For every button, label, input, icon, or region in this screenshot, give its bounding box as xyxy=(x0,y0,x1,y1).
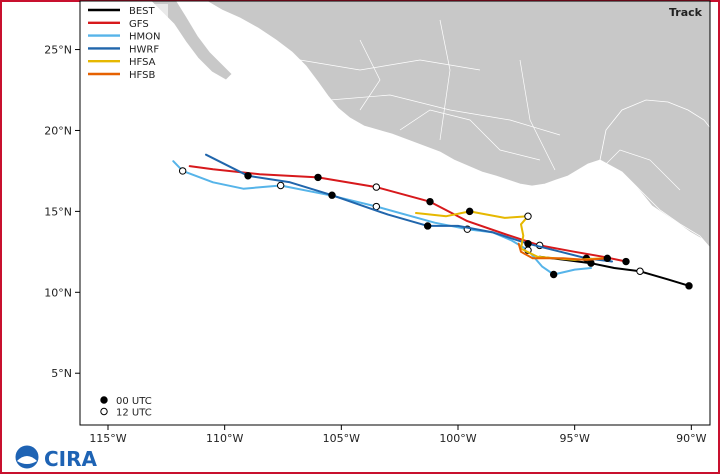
track-line-hfsb xyxy=(517,242,609,261)
lon-tick-label: 110°W xyxy=(206,432,243,445)
lon-tick-label: 95°W xyxy=(559,432,589,445)
track-hfsb xyxy=(517,242,612,263)
panel-title: Track xyxy=(669,6,703,19)
state-borders xyxy=(299,19,681,191)
cira-logo: CIRA xyxy=(14,444,98,471)
track-marker-00utc xyxy=(603,254,612,263)
axes-layer: 115°W 110°W 105°W 100°W 95°W 90°W 25°N 20°N 15°N… xyxy=(44,44,706,445)
tracks-layer xyxy=(172,153,693,290)
land-mexico xyxy=(205,1,710,249)
track-marker-00utc xyxy=(465,207,474,216)
legend-label-hmon: HMON xyxy=(129,32,161,43)
lat-tick-label: 10°N xyxy=(44,286,72,299)
track-marker-12utc xyxy=(524,212,532,220)
lat-tick-label: 25°N xyxy=(44,44,72,57)
legend-label-hwrf: HWRF xyxy=(129,44,159,55)
lon-tick-label: 90°W xyxy=(676,432,706,445)
lat-tick-label: 5°N xyxy=(51,367,72,380)
lon-tick-label: 115°W xyxy=(89,432,126,445)
map-layer xyxy=(150,1,710,249)
lat-tick-label: 20°N xyxy=(44,124,72,137)
logo-text: CIRA xyxy=(44,447,98,471)
track-line-hwrf xyxy=(205,153,613,263)
marker-legend-label-00utc: 00 UTC xyxy=(116,396,152,407)
marker-legend-symbol-00utc xyxy=(100,396,108,404)
lat-tick-label: 15°N xyxy=(44,205,72,218)
track-marker-00utc xyxy=(423,222,432,230)
track-marker-00utc xyxy=(524,240,532,248)
track-marker-00utc xyxy=(426,197,434,206)
legend-label-gfs: GFS xyxy=(129,19,149,30)
track-marker-00utc xyxy=(622,257,630,266)
lon-tick-label: 105°W xyxy=(323,432,360,445)
plot-border xyxy=(79,0,711,426)
legend-label-best: BEST xyxy=(129,6,156,17)
track-marker-00utc xyxy=(328,191,336,199)
track-marker-12utc xyxy=(636,267,644,275)
legend-label-hfsb: HFSB xyxy=(129,70,155,81)
marker-legend-label-12utc: 12 UTC xyxy=(116,408,152,419)
track-gfs xyxy=(188,165,630,266)
lon-tick-label: 100°W xyxy=(439,432,476,445)
track-hwrf xyxy=(205,153,613,263)
track-marker-12utc xyxy=(372,183,381,191)
track-marker-12utc xyxy=(178,167,187,175)
land-baja xyxy=(150,1,233,81)
track-marker-00utc xyxy=(685,282,693,290)
land-yucatan xyxy=(599,99,710,249)
track-line-gfs xyxy=(188,165,627,263)
legend-label-hfsa: HFSA xyxy=(129,57,156,68)
track-marker-00utc xyxy=(314,173,322,182)
track-marker-12utc xyxy=(276,181,285,190)
track-marker-00utc xyxy=(549,270,558,279)
legend-box xyxy=(84,4,168,84)
noaa-seal-wave xyxy=(17,456,37,464)
marker-legend-symbol-12utc xyxy=(100,407,108,416)
track-marker-00utc xyxy=(244,172,252,180)
